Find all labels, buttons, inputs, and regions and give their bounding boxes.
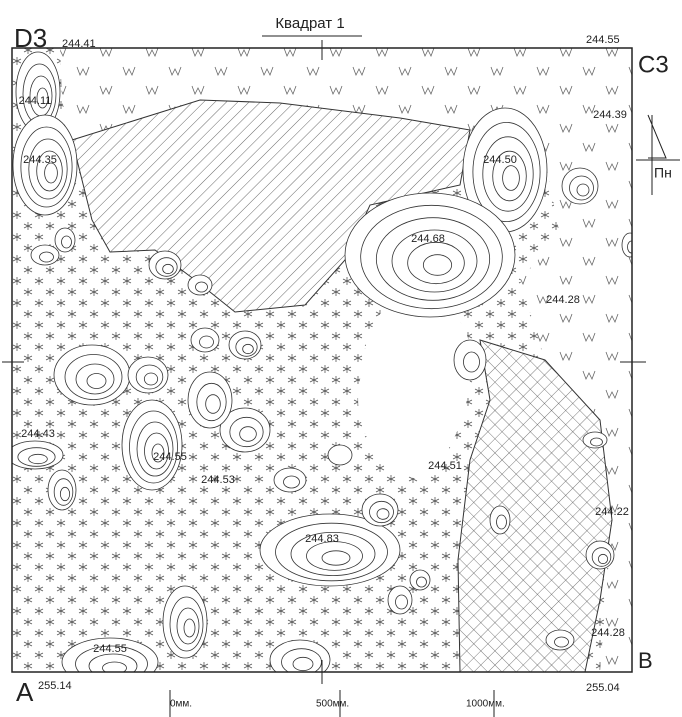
contour bbox=[590, 437, 603, 447]
title: Квадрат 1 bbox=[275, 15, 344, 32]
scale-label: 0мм. bbox=[170, 699, 192, 710]
scale-label: 500мм. bbox=[316, 699, 349, 710]
corner-elevation: 255.14 bbox=[38, 680, 72, 692]
contour bbox=[239, 426, 257, 442]
contour bbox=[283, 475, 300, 489]
meadow-pattern bbox=[60, 48, 632, 250]
north-arrow bbox=[636, 114, 680, 195]
contour bbox=[502, 165, 520, 191]
contour bbox=[463, 351, 480, 373]
corner-label: C3 bbox=[638, 51, 669, 78]
contour bbox=[59, 486, 71, 502]
crosshatched-pattern bbox=[458, 340, 612, 672]
corner-elevation: 244.55 bbox=[586, 34, 620, 46]
contour bbox=[292, 656, 314, 672]
spot-height: 244.68 bbox=[411, 233, 445, 245]
contour bbox=[102, 661, 127, 672]
contour bbox=[143, 372, 159, 386]
contours bbox=[12, 51, 632, 672]
contour bbox=[395, 594, 408, 610]
spot-height: 244.53 bbox=[201, 474, 235, 486]
corner-label: B bbox=[638, 648, 653, 673]
corner-label: D3 bbox=[14, 23, 47, 53]
contour bbox=[28, 453, 48, 465]
contour bbox=[39, 251, 54, 263]
scale-label: 1000мм. bbox=[466, 699, 505, 710]
spot-heights: 244.11 244.35 244.39 244.50 244.68 244.28 244.… bbox=[19, 95, 629, 655]
spot-height: 244.55 bbox=[153, 451, 187, 463]
contour bbox=[183, 618, 196, 638]
spot-height: 244.50 bbox=[483, 154, 517, 166]
contour bbox=[416, 576, 427, 588]
contour bbox=[327, 444, 353, 466]
contour bbox=[199, 335, 214, 349]
frame-ticks bbox=[2, 35, 646, 717]
contour bbox=[162, 263, 174, 275]
contour bbox=[86, 373, 107, 389]
spot-height: 244.83 bbox=[305, 533, 339, 545]
contour bbox=[376, 508, 390, 520]
contour bbox=[496, 514, 507, 530]
contour bbox=[422, 254, 453, 276]
corner-elevation: 244.41 bbox=[62, 38, 96, 50]
contour bbox=[597, 553, 609, 565]
contour bbox=[576, 183, 590, 197]
contour bbox=[205, 394, 221, 414]
contour bbox=[554, 636, 569, 648]
corner-label: A bbox=[16, 677, 34, 707]
spot-height: 244.39 bbox=[593, 109, 627, 121]
contour bbox=[44, 162, 58, 184]
contour bbox=[61, 235, 72, 249]
spot-height: 244.22 bbox=[595, 506, 629, 518]
contour bbox=[151, 443, 165, 463]
map-area bbox=[12, 48, 632, 672]
clearing bbox=[358, 298, 472, 480]
corner-elevation: 255.04 bbox=[586, 682, 620, 694]
contour bbox=[242, 343, 254, 355]
spot-height: 244.35 bbox=[23, 154, 57, 166]
spot-height: 244.51 bbox=[428, 460, 462, 472]
north-label: Пн bbox=[654, 165, 672, 181]
spot-height: 244.28 bbox=[591, 627, 625, 639]
contour bbox=[36, 87, 49, 109]
contour bbox=[195, 281, 208, 293]
spot-height: 244.55 bbox=[93, 643, 127, 655]
spot-height: 244.11 bbox=[19, 95, 52, 107]
spot-height: 244.28 bbox=[546, 294, 580, 306]
meadow-pattern-east bbox=[520, 235, 632, 672]
spot-height: 244.43 bbox=[21, 428, 55, 440]
contour bbox=[321, 550, 351, 566]
